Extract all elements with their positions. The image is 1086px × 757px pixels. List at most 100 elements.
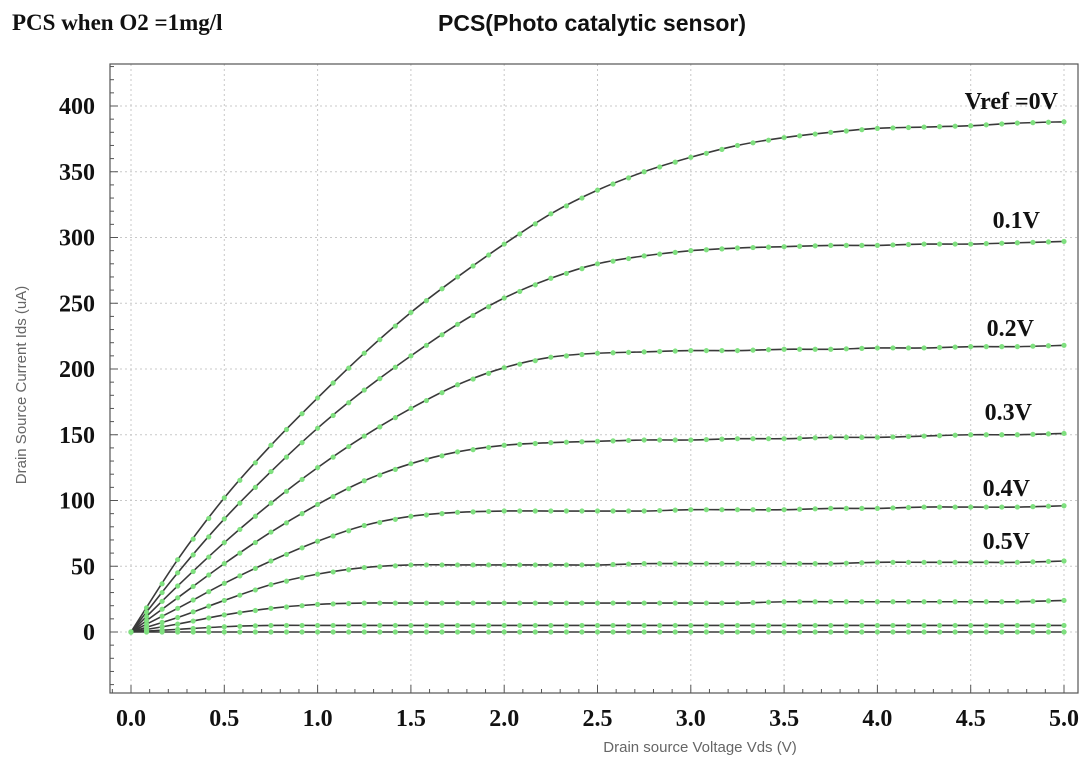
data-point — [315, 629, 321, 635]
data-point — [1030, 598, 1036, 604]
data-point — [361, 478, 367, 484]
data-point — [392, 466, 398, 472]
data-point — [579, 439, 585, 445]
data-point — [626, 349, 632, 355]
data-point — [874, 559, 881, 565]
data-point — [952, 629, 958, 635]
data-point — [423, 512, 430, 518]
data-point — [921, 622, 927, 629]
data-point — [486, 600, 492, 606]
data-point — [268, 629, 274, 635]
series-3 — [128, 430, 1067, 635]
data-point — [859, 242, 865, 248]
data-point — [688, 347, 694, 354]
data-point — [828, 346, 834, 352]
data-point — [439, 600, 445, 606]
data-point — [283, 578, 290, 584]
data-point — [206, 572, 212, 578]
data-point — [268, 442, 274, 448]
data-point — [672, 622, 678, 629]
data-point — [315, 395, 321, 401]
data-point — [517, 361, 523, 367]
data-point — [423, 622, 430, 629]
data-point — [221, 629, 227, 635]
data-point — [610, 600, 616, 606]
data-point — [315, 501, 321, 508]
data-point — [968, 629, 974, 635]
data-point — [672, 437, 678, 443]
data-point — [283, 604, 290, 610]
data-point — [688, 437, 694, 443]
data-point — [610, 629, 616, 635]
data-point — [657, 437, 663, 443]
data-point — [563, 622, 570, 629]
data-point — [890, 559, 896, 565]
data-point — [486, 562, 492, 568]
series-5 — [128, 558, 1067, 635]
data-point — [859, 345, 865, 351]
data-point — [252, 460, 258, 466]
y-tick-label: 200 — [59, 357, 95, 383]
data-point — [828, 629, 834, 635]
x-tick-label: 4.5 — [956, 706, 986, 732]
data-point — [750, 436, 756, 442]
x-axis-title: Drain source Voltage Vds (V) — [603, 739, 796, 756]
data-point — [843, 128, 849, 134]
data-point — [501, 629, 507, 635]
data-point — [361, 387, 367, 393]
x-tick-label: 5.0 — [1049, 706, 1079, 732]
data-point — [921, 241, 927, 247]
data-point — [641, 349, 647, 355]
data-point — [361, 600, 367, 606]
data-point — [454, 449, 461, 455]
data-point — [734, 622, 741, 629]
data-point — [315, 601, 321, 607]
data-point — [952, 344, 958, 350]
data-point — [890, 622, 896, 629]
data-point — [221, 561, 227, 567]
data-point — [905, 124, 912, 131]
data-point — [626, 437, 632, 444]
data-point — [1045, 431, 1052, 437]
data-point — [206, 603, 212, 609]
data-point — [843, 599, 849, 605]
data-point — [610, 258, 616, 264]
data-point — [1030, 629, 1036, 635]
data-point — [190, 609, 196, 615]
data-point — [874, 125, 881, 131]
data-point — [781, 629, 787, 635]
data-point — [206, 589, 212, 595]
data-point — [812, 561, 818, 567]
data-point — [781, 507, 787, 513]
data-point — [719, 600, 725, 606]
data-point — [548, 562, 554, 568]
x-tick-label: 2.5 — [583, 706, 613, 732]
data-point — [594, 629, 601, 635]
data-point — [1045, 558, 1052, 565]
data-point — [626, 600, 632, 606]
data-point — [361, 629, 367, 635]
data-point — [299, 622, 305, 629]
data-point — [486, 444, 492, 451]
data-point — [532, 562, 538, 568]
data-point — [532, 358, 538, 364]
data-point — [719, 561, 725, 567]
data-point — [890, 242, 896, 248]
data-point — [237, 500, 243, 506]
data-point — [657, 600, 663, 606]
data-point — [548, 440, 554, 446]
data-point — [330, 412, 336, 419]
series-layer — [128, 119, 1067, 635]
data-point — [999, 432, 1005, 438]
data-point — [579, 622, 585, 629]
data-point — [517, 231, 523, 237]
data-point — [1014, 622, 1020, 629]
data-point — [501, 508, 507, 514]
data-point — [1061, 430, 1067, 437]
data-point — [501, 562, 507, 568]
data-point — [423, 457, 430, 463]
y-tick-label: 150 — [59, 423, 95, 449]
data-point — [237, 629, 243, 635]
data-point — [548, 354, 554, 360]
data-point — [159, 606, 165, 612]
